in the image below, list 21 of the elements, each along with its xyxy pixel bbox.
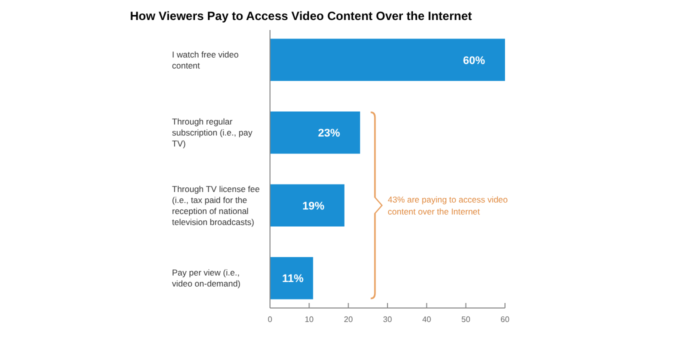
x-tick-label: 0 [268, 315, 273, 324]
x-tick-label: 30 [383, 315, 392, 324]
chart-title: How Viewers Pay to Access Video Content Over the Internet [130, 9, 472, 23]
data-label: 19% [302, 200, 325, 212]
data-label: 60% [462, 54, 486, 67]
bar [270, 38, 505, 81]
bar [270, 184, 344, 226]
data-label: 11% [282, 273, 304, 286]
y-tick-label: Pay per view (i.e., video on-demand) [172, 268, 241, 289]
x-tick-label: 40 [422, 315, 432, 324]
x-tick-label: 60 [500, 315, 510, 324]
x-tick-label: 50 [461, 315, 471, 324]
data-label: 23% [318, 128, 340, 140]
x-tick-label: 10 [304, 315, 314, 324]
y-tick-label: Through regular subscription (i.e., pay TV) [172, 116, 254, 149]
annotation: 43% are paying to access video content over the Internet [388, 194, 508, 216]
x-tick-label: 20 [344, 315, 354, 324]
bar [270, 257, 314, 300]
y-tick-label: Through TV license fee (i.e., tax paid for the reception of national television broadcasts) [172, 184, 260, 227]
y-tick-label: I watch free video content [172, 49, 239, 70]
bar [270, 112, 360, 154]
